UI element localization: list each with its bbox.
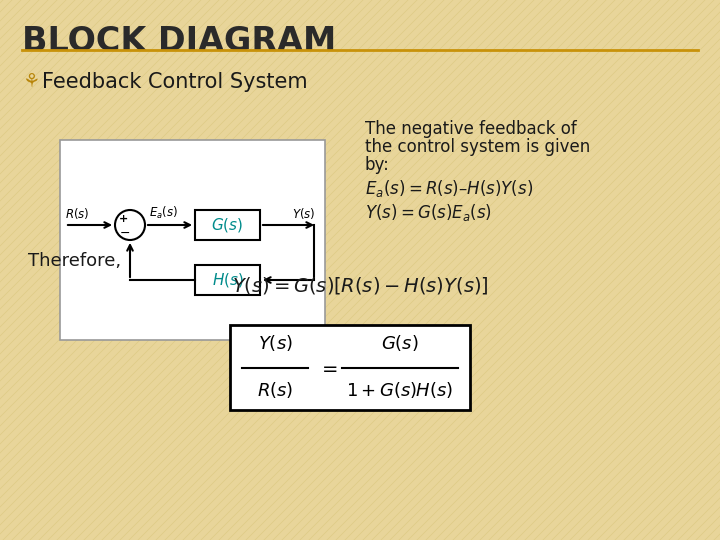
Text: ⚘: ⚘ (22, 72, 40, 91)
Text: $1+G(s)H(s)$: $1+G(s)H(s)$ (346, 380, 454, 400)
Text: −: − (120, 226, 130, 240)
Text: $G(s)$: $G(s)$ (381, 333, 419, 353)
Circle shape (115, 210, 145, 240)
Text: The negative feedback of: The negative feedback of (365, 120, 577, 138)
Text: by:: by: (365, 156, 390, 174)
Text: the control system is given: the control system is given (365, 138, 590, 156)
Text: $E_a(s) = R(s) – H(s)Y(s)$: $E_a(s) = R(s) – H(s)Y(s)$ (365, 178, 534, 199)
Text: $Y(s) = G(s)[R(s) - H(s)Y(s)]$: $Y(s) = G(s)[R(s) - H(s)Y(s)]$ (232, 275, 488, 296)
Bar (195, 210, 260, 240)
Text: $Y(s)$: $Y(s)$ (292, 206, 315, 221)
Bar (195, 265, 260, 295)
Bar (60, 140, 325, 340)
Text: +: + (118, 214, 127, 224)
Text: $H(s)$: $H(s)$ (212, 271, 243, 289)
Text: $Y(s)$: $Y(s)$ (258, 333, 292, 353)
Text: BLOCK DIAGRAM: BLOCK DIAGRAM (22, 25, 336, 58)
Bar (230, 325, 470, 410)
Text: $G(s)$: $G(s)$ (212, 216, 243, 234)
Text: $=$: $=$ (318, 358, 338, 377)
Text: Therefore,: Therefore, (28, 252, 121, 270)
Text: $Y(s) = G(s)E_a(s)$: $Y(s) = G(s)E_a(s)$ (365, 202, 492, 223)
Text: $R(s)$: $R(s)$ (257, 380, 293, 400)
Text: $R(s)$: $R(s)$ (65, 206, 89, 221)
Text: $E_a(s)$: $E_a(s)$ (149, 205, 178, 221)
Text: Feedback Control System: Feedback Control System (42, 72, 307, 92)
